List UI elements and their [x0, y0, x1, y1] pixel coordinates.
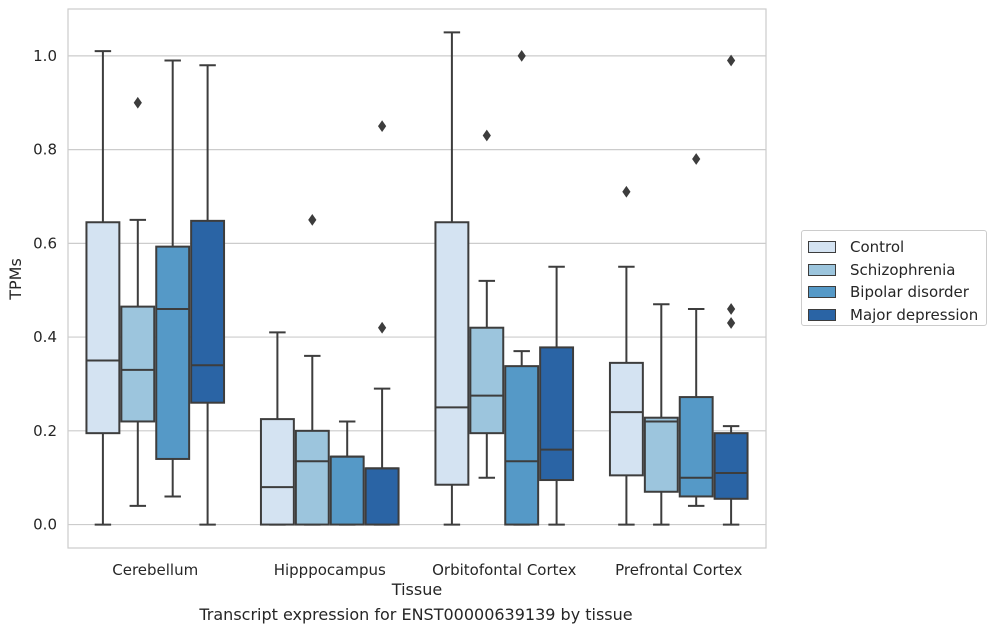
box-major-depression-2 [539, 265, 575, 526]
x-tick-labels: Cerebellum Hipppocampus Orbitofontal Corte… [112, 561, 742, 579]
box-bipolar-disorder-3 [678, 153, 714, 507]
legend-swatch-schizophrenia [808, 263, 836, 276]
box-schizophrenia-0 [120, 96, 156, 507]
outlier-point [726, 54, 736, 67]
box-body [155, 245, 191, 460]
box-schizophrenia-3 [643, 303, 679, 526]
legend-item-control: Control [808, 236, 986, 259]
outlier-point [622, 185, 631, 198]
legend-label-bipolar-disorder: Bipolar disorder [850, 283, 969, 302]
box-bipolar-disorder-1 [329, 420, 365, 526]
y-tick-label: 0.6 [33, 234, 57, 252]
outlier-point [726, 303, 736, 315]
box-body [713, 432, 749, 500]
outlier-point [482, 129, 491, 142]
y-axis-label: TPMs [6, 258, 25, 301]
y-tick-label: 1.0 [33, 47, 57, 65]
y-tick-label: 0.4 [33, 328, 57, 346]
y-tick-label: 0.0 [33, 516, 57, 534]
box-body [678, 396, 714, 498]
outlier-point [308, 214, 317, 226]
box-body [539, 346, 575, 482]
box-major-depression-1 [364, 120, 400, 526]
outlier-point [726, 317, 736, 329]
box-body [434, 221, 470, 486]
box-series [85, 31, 749, 526]
outlier-point [377, 321, 387, 334]
chart-caption: Transcript expression for ENST0000063913… [199, 605, 633, 624]
box-body [329, 455, 365, 526]
box-control-0 [85, 50, 121, 526]
legend: Control Schizophrenia Bipolar disorder M… [801, 230, 987, 326]
outlier-point [377, 120, 387, 133]
box-body [608, 361, 644, 477]
box-body [504, 365, 540, 526]
box-body [120, 305, 156, 423]
legend-label-control: Control [850, 238, 905, 257]
x-axis-label: Tissue [391, 580, 442, 599]
legend-swatch-major-depression [808, 308, 836, 321]
y-tick-labels: 0.0 0.2 0.4 0.6 0.8 1.0 [33, 47, 57, 534]
legend-item-schizophrenia: Schizophrenia [808, 259, 986, 282]
legend-label-schizophrenia: Schizophrenia [850, 260, 956, 279]
box-body [294, 429, 330, 526]
x-tick-label: Hipppocampus [274, 561, 386, 579]
y-tick-label: 0.8 [33, 141, 57, 159]
box-control-3 [608, 185, 644, 526]
box-major-depression-0 [190, 64, 226, 526]
box-body [643, 416, 679, 493]
legend-item-major-depression: Major depression [808, 304, 986, 327]
outlier-point [133, 96, 142, 109]
plot-frame [67, 8, 767, 549]
box-control-1 [259, 331, 295, 526]
legend-label-major-depression: Major depression [850, 305, 979, 324]
legend-item-bipolar-disorder: Bipolar disorder [808, 281, 986, 304]
box-body [85, 221, 121, 435]
box-bipolar-disorder-2 [504, 49, 540, 526]
box-major-depression-3 [713, 54, 749, 526]
box-body [364, 467, 400, 526]
x-tick-label: Prefrontal Cortex [615, 561, 742, 579]
box-body [259, 418, 295, 526]
legend-swatch-control [808, 241, 836, 254]
x-tick-label: Cerebellum [112, 561, 198, 579]
box-control-2 [434, 31, 470, 526]
box-schizophrenia-1 [294, 214, 330, 526]
box-bipolar-disorder-0 [155, 59, 191, 498]
box-body [190, 219, 226, 404]
outlier-point [692, 153, 701, 165]
x-tick-label: Orbitofontal Cortex [432, 561, 576, 579]
outlier-point [517, 49, 526, 62]
y-tick-label: 0.2 [33, 422, 57, 440]
box-body [469, 326, 505, 435]
legend-swatch-bipolar-disorder [808, 286, 836, 299]
box-schizophrenia-2 [469, 129, 505, 479]
